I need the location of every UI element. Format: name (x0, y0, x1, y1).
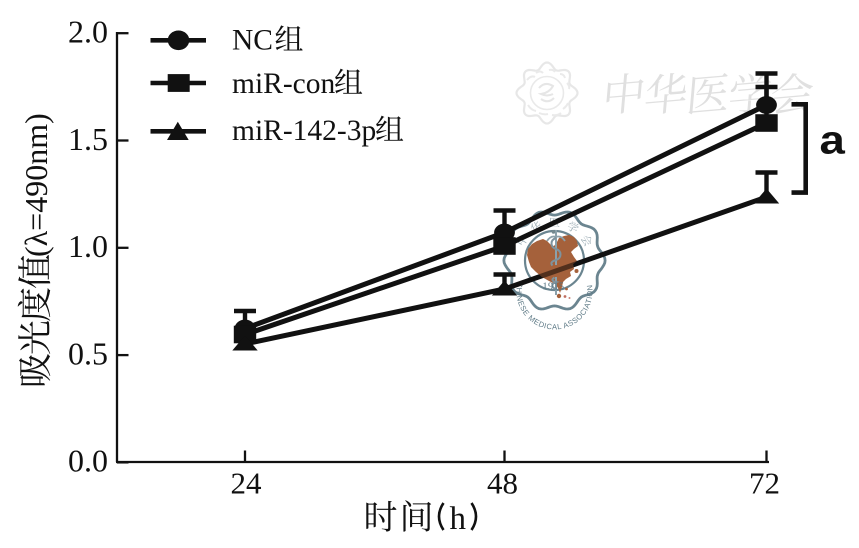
svg-text:24: 24 (231, 466, 263, 501)
svg-text:a: a (820, 118, 847, 163)
svg-text:1.5: 1.5 (68, 121, 108, 157)
svg-text:miR-142-3p: miR-142-3p (232, 115, 376, 147)
svg-text:0.5: 0.5 (68, 335, 108, 371)
svg-text:2.0: 2.0 (68, 14, 108, 50)
svg-text:1915: 1915 (543, 282, 565, 293)
svg-text:(λ=490nm): (λ=490nm) (18, 113, 54, 257)
svg-text:0.0: 0.0 (68, 443, 108, 479)
svg-text:NC: NC (232, 25, 273, 57)
svg-text:miR-con: miR-con (232, 68, 335, 100)
svg-text:72: 72 (749, 466, 780, 501)
svg-text:h: h (450, 501, 467, 537)
svg-text:1.0: 1.0 (68, 228, 108, 264)
svg-text:48: 48 (487, 466, 518, 501)
